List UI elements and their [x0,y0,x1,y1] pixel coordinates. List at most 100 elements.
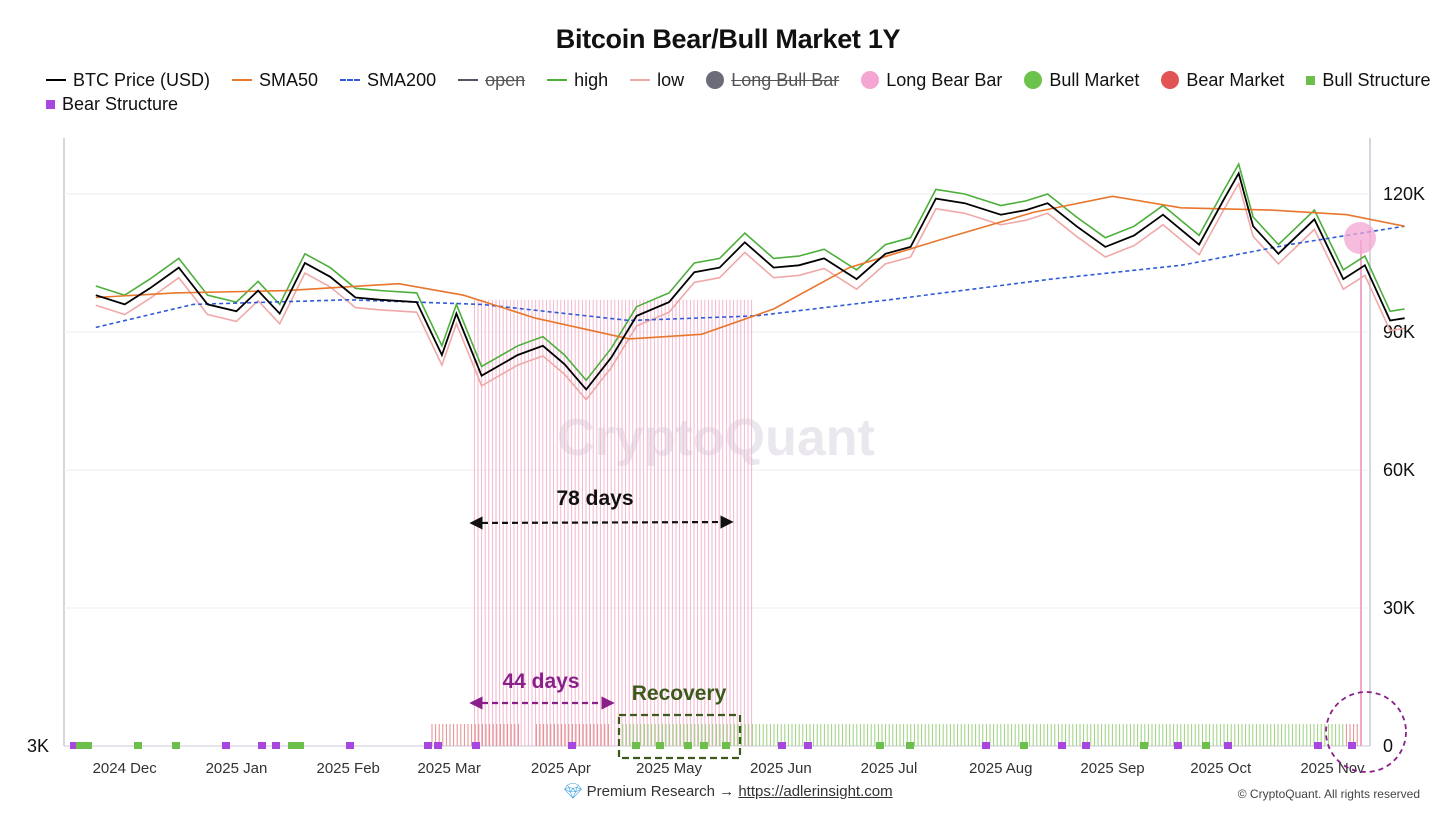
legend-swatch [232,79,253,81]
bear-structure-marker [70,742,78,749]
y-left-tick-label: 3K [27,736,49,756]
x-tick-label: 2025 Jul [861,760,918,777]
legend-label: SMA50 [259,69,319,90]
legend-label: Long Bear Bar [886,69,1003,90]
legend-swatch [340,79,361,81]
bull-structure-marker [700,742,708,749]
chart-title: Bitcoin Bear/Bull Market 1Y [555,24,901,54]
x-tick-label: 2025 Nov [1300,760,1365,777]
legend-label: SMA200 [367,69,437,90]
legend-swatch [861,71,880,89]
bear-structure-marker [804,742,812,749]
bear-structure-marker [346,742,354,749]
footer-link[interactable]: https://adlerinsight.com [738,783,893,800]
bull-structure-marker [906,742,914,749]
high-line [95,162,1405,382]
bull-structure-marker [76,742,84,749]
legend-swatch [1024,71,1043,89]
legend-item-high[interactable]: high [547,70,608,90]
bear-structure-marker [1082,742,1090,749]
legend-item-open[interactable]: open [458,70,525,90]
recovery-box [617,713,742,760]
bull-structure-marker [1202,742,1210,749]
legend-item-bull-market[interactable]: Bull Market [1024,70,1139,90]
x-tick-label: 2025 May [636,760,702,777]
x-tick-label: 2025 Jan [206,760,268,777]
bull-structure-marker [656,742,664,749]
bear-structure-marker [1174,742,1182,749]
highlight-circle [1325,691,1407,773]
x-tick-label: 2025 Jun [750,760,812,777]
footer-text: Premium Research → [586,783,735,800]
legend-label: low [657,69,685,90]
bear-structure-marker [1058,742,1066,749]
y-tick-label: 90K [1383,322,1415,342]
bear-structure-marker [1224,742,1232,749]
legend-label: BTC Price (USD) [73,69,211,90]
legend: BTC Price (USD) SMA50 SMA200 open high low Lon… [46,70,1436,114]
legend-label: Bear Market [1186,69,1285,90]
legend-swatch [1161,71,1180,89]
bear-structure-marker [472,742,480,749]
legend-swatch [547,79,568,81]
bear-structure-marker [258,742,266,749]
bull-structure-marker [722,742,730,749]
bull-structure-marker [172,742,180,749]
bear-structure-marker [1314,742,1322,749]
legend-item-bear-structure[interactable]: Bear Structure [46,94,178,114]
legend-label: open [485,69,526,90]
bull-structure-marker [876,742,884,749]
x-tick-label: 2025 Mar [417,760,480,777]
legend-swatch [706,71,725,89]
annotation-44-days: 44 days [502,670,579,693]
legend-item-bull-structure[interactable]: Bull Structure [1306,70,1430,90]
y-tick-label: 30K [1383,598,1415,618]
legend-item-sma50[interactable]: SMA50 [232,70,318,90]
legend-swatch [46,79,66,81]
y-tick-label: 60K [1383,460,1415,480]
bull-structure-marker [134,742,142,749]
bear-structure-marker [434,742,442,749]
copyright: © CryptoQuant. All rights reserved [1237,787,1420,801]
bull-structure-marker [296,742,304,749]
legend-label: high [574,69,609,90]
bull-structure-marker [684,742,692,749]
x-tick-label: 2025 Oct [1190,760,1252,777]
legend-swatch [458,79,479,81]
bear-structure-marker [1348,742,1356,749]
legend-item-sma200[interactable]: SMA200 [340,70,436,90]
legend-item-long-bear-bar[interactable]: Long Bear Bar [861,70,1002,90]
annotation-78-days-arrow [469,515,734,530]
legend-item-long-bull-bar[interactable]: Long Bull Bar [706,70,839,90]
bear-structure-marker [982,742,990,749]
footer: 💎︎ Premium Research → https://adlerinsig… [0,782,1456,800]
legend-label: Bear Structure [62,93,179,114]
sma200-line [95,225,1405,329]
legend-label: Bull Market [1049,69,1140,90]
y-tick-label: 0 [1383,736,1393,756]
bull-structure-marker [288,742,296,749]
x-tick-label: 2025 Feb [317,760,380,777]
diamond-icon: 💎︎ [563,783,583,800]
x-tick-label: 2025 Aug [969,760,1032,777]
x-tick-label: 2024 Dec [93,760,158,777]
bear-structure-marker [424,742,432,749]
annotation-recovery: Recovery [632,682,727,705]
legend-label: Bull Structure [1322,69,1431,90]
legend-item-low[interactable]: low [630,70,684,90]
legend-label: Long Bull Bar [731,69,840,90]
low-line [95,181,1405,401]
bear-structure-marker [568,742,576,749]
legend-item-btc-price-usd[interactable]: BTC Price (USD) [46,70,210,90]
legend-swatch [46,99,55,109]
y-tick-label: 120K [1383,184,1425,204]
bull-structure-marker [1020,742,1028,749]
legend-swatch [1306,75,1316,85]
legend-swatch [630,79,651,81]
bull-structure-marker [632,742,640,749]
bull-structure-marker [84,742,92,749]
bear-structure-marker [778,742,786,749]
sma50-line [95,195,1405,340]
legend-item-bear-market[interactable]: Bear Market [1161,70,1284,90]
